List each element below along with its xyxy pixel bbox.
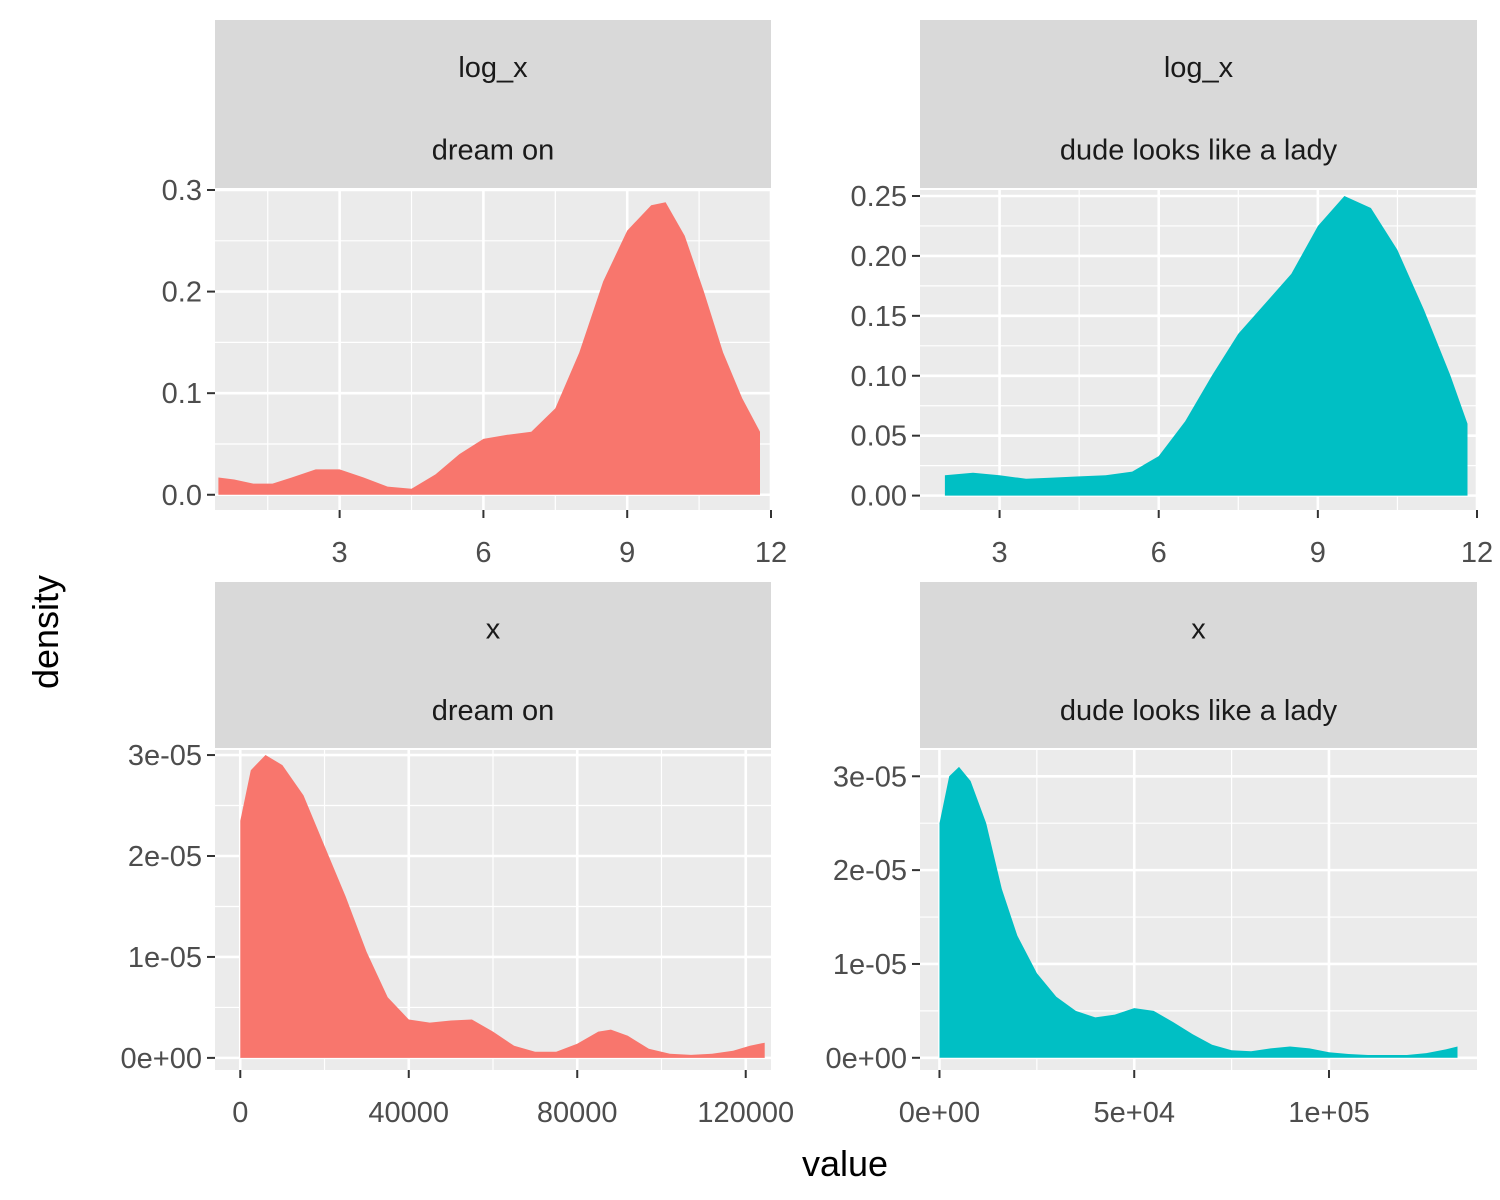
x-tick-label: 3 (332, 537, 348, 569)
density-area (218, 202, 760, 495)
x-tick-label: 80000 (537, 1097, 618, 1129)
facet-strip-label: dream on (432, 695, 555, 727)
y-tick-label: 0.05 (851, 421, 907, 453)
y-tick-label: 0e+00 (826, 1043, 907, 1075)
y-tick-label: 0.00 (851, 481, 907, 513)
y-tick-label: 2e-05 (128, 841, 202, 873)
facet-strip (215, 20, 771, 188)
facet-strip-label: dude looks like a lady (1060, 134, 1338, 166)
facet-strip-label: log_x (1164, 52, 1234, 84)
facet-strip-label: x (486, 613, 501, 645)
y-tick-label: 0.0 (162, 480, 202, 512)
y-tick-label: 3e-05 (833, 761, 907, 793)
facet-strip-label: dude looks like a lady (1060, 695, 1338, 727)
x-tick-label: 0e+00 (899, 1097, 980, 1129)
facet-strip-label: x (1191, 613, 1206, 645)
facet-strip (920, 582, 1477, 748)
x-tick-label: 0 (232, 1097, 248, 1129)
facet-strip-label: dream on (432, 134, 555, 166)
y-axis-title: density (25, 575, 66, 689)
y-tick-label: 2e-05 (833, 855, 907, 887)
y-tick-label: 0.3 (162, 175, 202, 207)
x-tick-label: 9 (1310, 537, 1326, 569)
x-axis-title: value (802, 1143, 888, 1184)
density-area (944, 196, 1468, 496)
x-tick-label: 12 (755, 537, 787, 569)
x-tick-label: 6 (1151, 537, 1167, 569)
y-tick-label: 0.2 (162, 277, 202, 309)
density-area (939, 766, 1458, 1058)
facet-strip (215, 582, 771, 748)
x-tick-label: 40000 (368, 1097, 449, 1129)
y-tick-label: 3e-05 (128, 740, 202, 772)
facet-panel-4: x dude looks like a lady 0e+00 1e-05 2e-05 3e… (826, 582, 1477, 1129)
x-tick-label: 6 (475, 537, 491, 569)
facet-panel-3: x dream on 0e+00 1e-05 2e-05 3e-05 0 40000 80000… (121, 582, 794, 1129)
x-tick-label: 12 (1461, 537, 1493, 569)
y-tick-label: 0.1 (162, 378, 202, 410)
x-tick-label: 9 (619, 537, 635, 569)
x-tick-label: 1e+05 (1288, 1097, 1369, 1129)
y-tick-label: 1e-05 (128, 942, 202, 974)
facet-strip (920, 20, 1477, 188)
x-tick-label: 3 (992, 537, 1008, 569)
y-tick-label: 0.20 (851, 241, 907, 273)
x-tick-label: 120000 (697, 1097, 794, 1129)
y-tick-label: 0.15 (851, 301, 907, 333)
density-area (240, 755, 765, 1058)
y-tick-label: 1e-05 (833, 949, 907, 981)
x-tick-label: 5e+04 (1094, 1097, 1175, 1129)
y-tick-label: 0.10 (851, 361, 907, 393)
facet-strip-label: log_x (458, 52, 528, 84)
y-tick-label: 0.25 (851, 181, 907, 213)
y-tick-label: 0e+00 (121, 1043, 202, 1075)
